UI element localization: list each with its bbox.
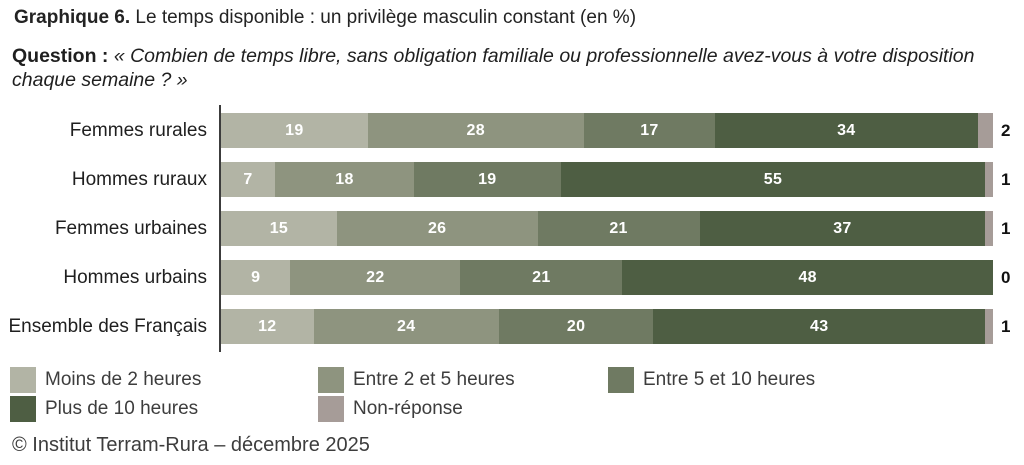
- bar-segment: [985, 211, 993, 246]
- bar-segment: 20: [498, 309, 654, 344]
- segment-value-label: 17: [640, 121, 659, 139]
- nonresponse-value-label: 2: [1001, 121, 1011, 140]
- segment-value-label: 21: [609, 219, 628, 237]
- bar-segment: 22: [290, 260, 461, 295]
- segment-value-label: 28: [466, 121, 485, 139]
- segment-value-label: 19: [285, 121, 304, 139]
- survey-question-label: Question :: [12, 45, 109, 67]
- legend-item: Entre 2 et 5 heures: [318, 367, 608, 393]
- legend-label: Plus de 10 heures: [45, 398, 199, 419]
- legend-label: Entre 5 et 10 heures: [643, 369, 816, 390]
- legend-label: Moins de 2 heures: [45, 369, 202, 390]
- bar-segment: 26: [336, 211, 538, 246]
- bar-row: Ensemble des Français 12 24 20 43 1: [0, 309, 1024, 344]
- legend-swatch: [608, 367, 634, 393]
- bar-segment: 37: [699, 211, 986, 246]
- bar-segment: 43: [653, 309, 986, 344]
- segment-value-label: 55: [763, 170, 783, 188]
- legend-label: Entre 2 et 5 heures: [353, 369, 515, 390]
- legend-item: Non-réponse: [318, 396, 608, 422]
- category-label: Hommes ruraux: [71, 169, 207, 190]
- nonresponse-value-label: 1: [1001, 317, 1011, 336]
- bar-row: Femmes rurales 19 28 17 34 2: [0, 113, 1024, 148]
- bar-segment: [977, 113, 993, 148]
- segment-value-label: 7: [243, 170, 253, 188]
- nonresponse-value-label: 0: [1001, 268, 1011, 287]
- bar-row: Femmes urbaines 15 26 21 37 1: [0, 211, 1024, 246]
- segment-value-label: 43: [810, 317, 829, 335]
- bar-segment: 7: [221, 162, 276, 197]
- segment-value-label: 20: [566, 317, 586, 335]
- legend-label: Non-réponse: [353, 398, 463, 419]
- bar-segment: 19: [413, 162, 561, 197]
- bar-segment: 15: [221, 211, 337, 246]
- bar-track: 12 24 20 43: [221, 309, 993, 344]
- segment-value-label: 48: [798, 268, 817, 286]
- bar-segment: 28: [367, 113, 584, 148]
- legend-swatch: [318, 367, 344, 393]
- bar-segment: [985, 162, 993, 197]
- segment-value-label: 9: [251, 268, 261, 286]
- segment-value-label: 19: [478, 170, 497, 188]
- nonresponse-value-label: 1: [1001, 219, 1011, 238]
- bar-segment: 9: [221, 260, 291, 295]
- bar-segment: [985, 309, 993, 344]
- bar-segment: 48: [622, 260, 993, 295]
- nonresponse-value-label: 1: [1001, 170, 1011, 189]
- bar-segment: 24: [313, 309, 499, 344]
- legend-swatch: [10, 367, 36, 393]
- stacked-bar-chart: Femmes rurales 19 28 17 34 2 Hommes ruraux 7 18 1…: [0, 105, 1024, 355]
- category-label: Femmes urbaines: [54, 218, 207, 239]
- bar-row: Hommes urbains 9 22 21 48 0: [0, 260, 1024, 295]
- y-axis-line: [219, 105, 221, 352]
- segment-value-label: 24: [397, 317, 416, 335]
- legend-item: Moins de 2 heures: [10, 367, 318, 393]
- bar-track: 19 28 17 34: [221, 113, 993, 148]
- chart-legend: Moins de 2 heures Entre 2 et 5 heures Entr…: [10, 367, 815, 422]
- segment-value-label: 12: [258, 317, 277, 335]
- bar-track: 7 18 19 55: [221, 162, 993, 197]
- category-label: Femmes rurales: [69, 120, 207, 141]
- source-credit: © Institut Terram-Rura – décembre 2025: [12, 434, 370, 456]
- bar-row: Hommes ruraux 7 18 19 55 1: [0, 162, 1024, 197]
- survey-question-text: « Combien de temps libre, sans obligatio…: [12, 45, 975, 91]
- category-label: Hommes urbains: [63, 267, 207, 288]
- bar-segment: 21: [460, 260, 623, 295]
- segment-value-label: 26: [427, 219, 447, 237]
- legend-item: Entre 5 et 10 heures: [608, 367, 815, 393]
- legend-swatch: [10, 396, 36, 422]
- bar-segment: 21: [537, 211, 700, 246]
- chart-title-text: Le temps disponible : un privilège mascu…: [130, 7, 637, 28]
- survey-question: Question : « Combien de temps libre, san…: [12, 44, 977, 92]
- chart-title: Graphique 6. Le temps disponible : un pr…: [14, 6, 636, 30]
- segment-value-label: 18: [335, 170, 354, 188]
- legend-item: Plus de 10 heures: [10, 396, 318, 422]
- segment-value-label: 34: [837, 121, 856, 139]
- bar-rows: Femmes rurales 19 28 17 34 2 Hommes ruraux 7 18 1…: [0, 113, 1024, 344]
- category-label: Ensemble des Français: [8, 316, 207, 337]
- bar-segment: 55: [560, 162, 986, 197]
- bar-segment: 18: [275, 162, 414, 197]
- bar-segment: 12: [221, 309, 314, 344]
- bar-track: 9 22 21 48: [221, 260, 993, 295]
- bar-segment: 19: [221, 113, 368, 148]
- segment-value-label: 21: [532, 268, 551, 286]
- bar-track: 15 26 21 37: [221, 211, 993, 246]
- chart-title-prefix: Graphique 6.: [14, 7, 131, 28]
- segment-value-label: 37: [833, 219, 852, 237]
- segment-value-label: 15: [269, 219, 289, 237]
- bar-segment: 17: [583, 113, 716, 148]
- legend-swatch: [318, 396, 344, 422]
- bar-segment: 34: [715, 113, 978, 148]
- segment-value-label: 22: [366, 268, 385, 286]
